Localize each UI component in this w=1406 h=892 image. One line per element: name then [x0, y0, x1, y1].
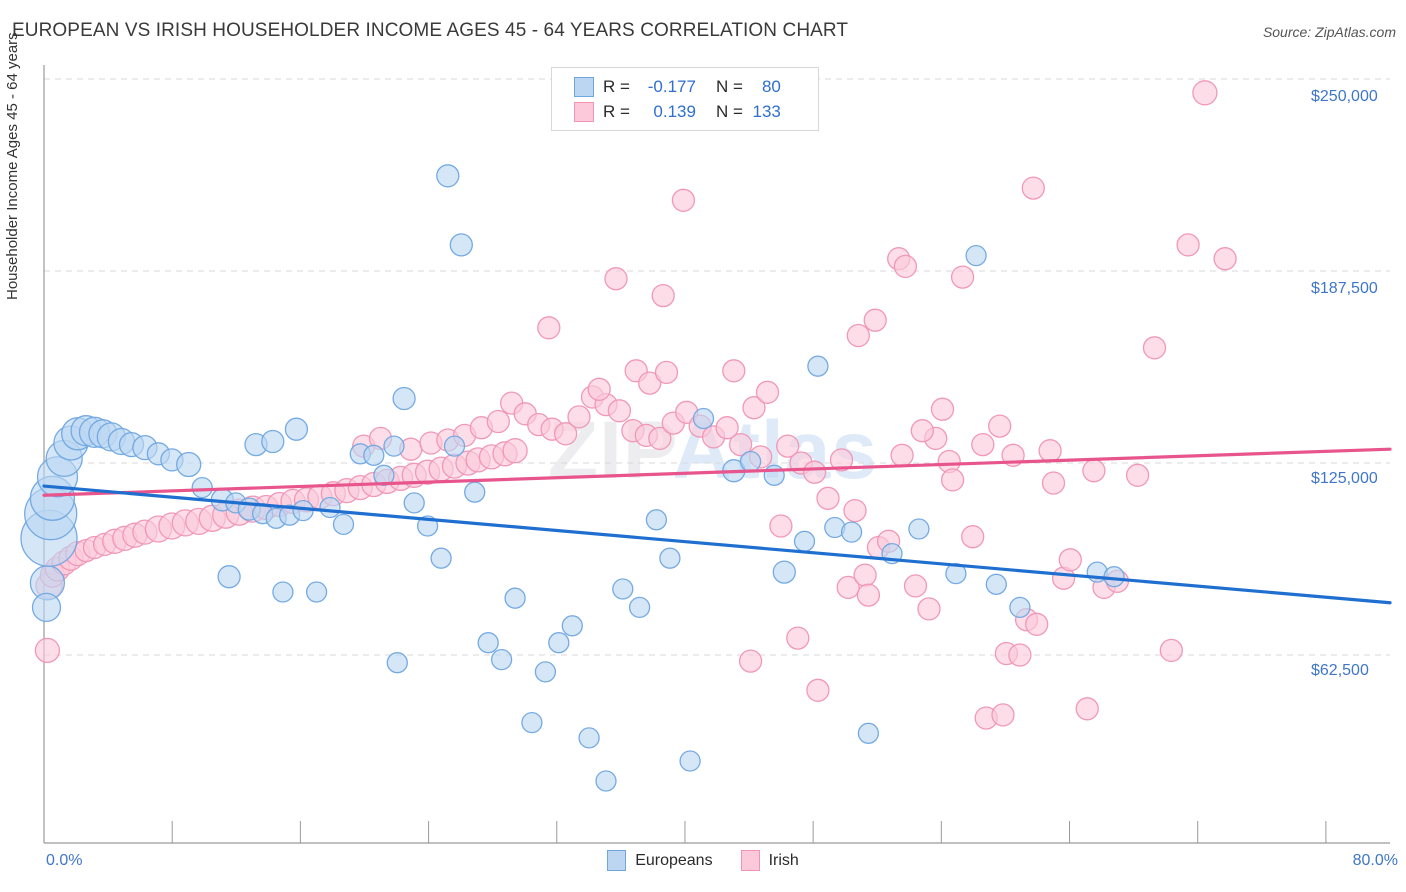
x-tick-max: 80.0% — [1352, 852, 1398, 869]
r-value-europeans: -0.177 — [647, 76, 696, 96]
series-legend: Europeans Irish — [0, 850, 1406, 871]
irish-points — [34, 80, 1237, 730]
legend-item-irish[interactable]: Irish — [740, 850, 799, 871]
trendlines — [42, 447, 1392, 605]
x-axis-ticks — [171, 821, 1327, 843]
r-value-irish: 0.139 — [653, 101, 696, 121]
europeans-legend-swatch-icon — [607, 850, 627, 871]
source-attribution: Source: ZipAtlas.com — [1262, 24, 1396, 40]
y-tick-187500: $187,500 — [1311, 280, 1378, 297]
europeans-points — [20, 164, 1125, 792]
y-tick-62500: $62,500 — [1311, 662, 1369, 679]
n-label-irish: N = — [715, 101, 743, 121]
irish-swatch-icon — [574, 101, 594, 122]
legend-label-europeans: Europeans — [635, 851, 713, 869]
legend-label-irish: Irish — [768, 851, 799, 869]
gridlines — [44, 78, 1390, 656]
n-label-europeans: N = — [715, 76, 743, 96]
n-value-irish: 133 — [752, 101, 781, 121]
irish-legend-swatch-icon — [740, 850, 760, 871]
y-tick-125000: $125,000 — [1311, 470, 1378, 487]
correlation-stats-legend: R = -0.177 N = 80 R = 0.139 N = 133 — [551, 67, 819, 131]
r-label-irish: R = — [603, 101, 630, 121]
page-title: EUROPEAN VS IRISH HOUSEHOLDER INCOME AGE… — [12, 20, 849, 41]
r-label-europeans: R = — [603, 76, 630, 96]
stats-row-europeans: R = -0.177 N = 80 — [574, 74, 818, 99]
n-value-europeans: 80 — [761, 76, 781, 96]
legend-item-europeans[interactable]: Europeans — [607, 850, 713, 871]
stats-row-irish: R = 0.139 N = 133 — [574, 99, 818, 124]
axis-lines — [43, 65, 1390, 844]
x-tick-min: 0.0% — [46, 852, 83, 869]
y-tick-250000: $250,000 — [1311, 88, 1378, 105]
europeans-swatch-icon — [574, 76, 594, 97]
